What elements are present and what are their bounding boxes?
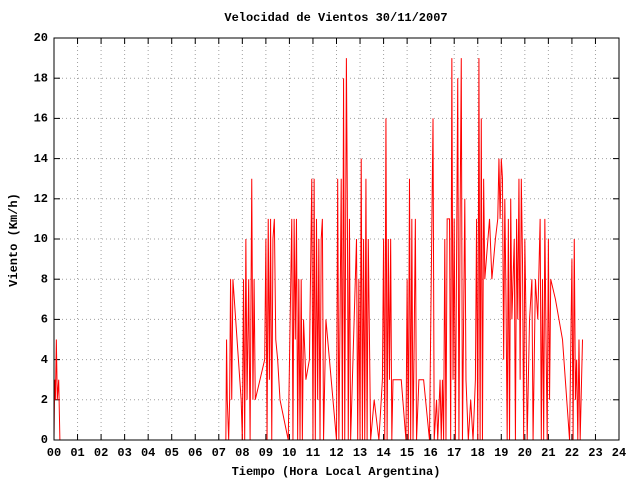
x-tick-label: 07: [212, 446, 226, 460]
x-tick-label: 16: [423, 446, 437, 460]
x-tick-label: 05: [165, 446, 179, 460]
x-tick-label: 01: [70, 446, 84, 460]
x-tick-label: 18: [471, 446, 485, 460]
x-tick-label: 14: [376, 446, 390, 460]
x-tick-label: 11: [306, 446, 320, 460]
y-tick-label: 10: [34, 232, 48, 246]
y-tick-label: 14: [34, 152, 48, 166]
y-tick-label: 6: [41, 313, 48, 327]
x-tick-label: 17: [447, 446, 461, 460]
x-tick-label: 08: [235, 446, 249, 460]
x-tick-label: 09: [259, 446, 273, 460]
wind-line: [53, 58, 584, 441]
x-tick-label: 22: [565, 446, 579, 460]
x-tick-label: 06: [188, 446, 202, 460]
x-tick-label: 19: [494, 446, 508, 460]
x-tick-label: 00: [47, 446, 61, 460]
y-tick-label: 0: [41, 433, 48, 447]
y-tick-label: 8: [41, 272, 48, 286]
x-tick-label: 10: [282, 446, 296, 460]
x-tick-label: 24: [612, 446, 626, 460]
plot-frame: [53, 37, 620, 441]
y-tick-label: 4: [41, 353, 48, 367]
y-tick-label: 2: [41, 393, 48, 407]
x-tick-label: 04: [141, 446, 155, 460]
x-tick-label: 20: [518, 446, 532, 460]
y-tick-label: 20: [34, 31, 48, 45]
y-tick-label: 12: [34, 192, 48, 206]
x-tick-label: 21: [541, 446, 555, 460]
x-tick-label: 13: [353, 446, 367, 460]
y-tick-label: 18: [34, 71, 48, 85]
x-axis-label: Tiempo (Hora Local Argentina): [232, 465, 441, 479]
x-tick-label: 15: [400, 446, 414, 460]
x-tick-label: 12: [329, 446, 343, 460]
y-tick-label: 16: [34, 112, 48, 126]
chart-title: Velocidad de Vientos 30/11/2007: [224, 11, 447, 25]
x-tick-label: 03: [117, 446, 131, 460]
x-tick-label: 02: [94, 446, 108, 460]
x-tick-label: 23: [588, 446, 602, 460]
y-axis-label: Viento (Km/h): [7, 193, 21, 287]
